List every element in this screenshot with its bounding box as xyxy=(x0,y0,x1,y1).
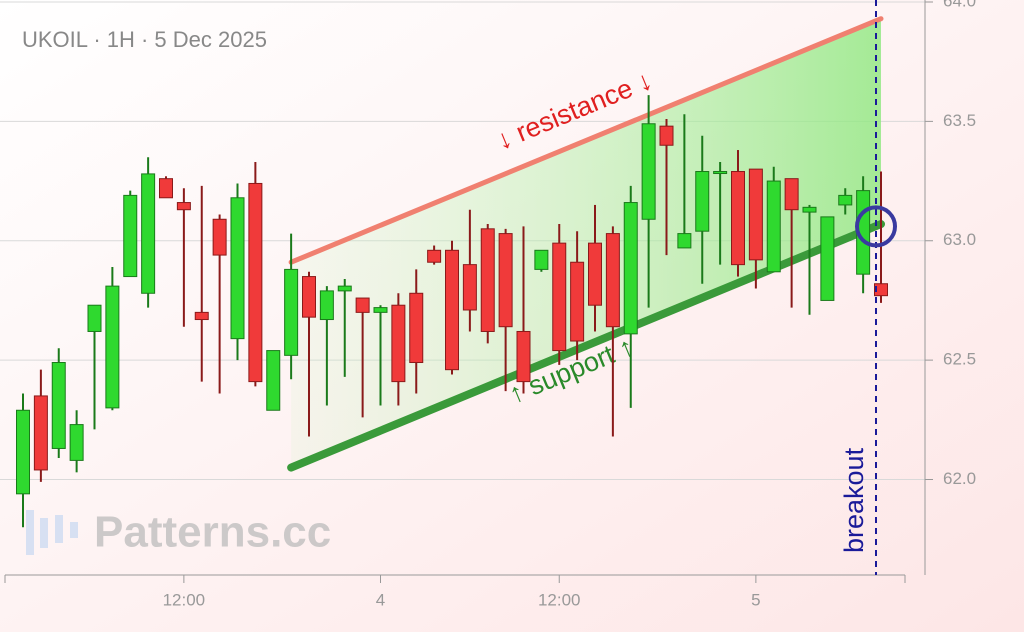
candle-body xyxy=(784,178,799,211)
candle-body xyxy=(445,249,459,371)
candle-body xyxy=(355,297,370,313)
breakout-label: breakout xyxy=(839,447,869,553)
y-tick-label: 63.5 xyxy=(943,111,976,130)
candle-body xyxy=(391,304,406,383)
candle-body xyxy=(33,395,48,471)
candle-body xyxy=(284,268,299,356)
candle-body xyxy=(677,233,692,249)
candle-body xyxy=(462,264,477,311)
candle-body xyxy=(534,249,549,270)
candle-body xyxy=(838,194,853,206)
candle-body xyxy=(516,330,531,383)
candle-body xyxy=(141,173,156,294)
candle-body xyxy=(802,206,817,213)
candle-body xyxy=(337,285,352,292)
candle-body xyxy=(748,168,763,261)
candle-body xyxy=(695,171,710,232)
candle-body xyxy=(87,304,102,332)
candle-body xyxy=(105,285,120,409)
candle-body xyxy=(659,125,674,146)
x-tick-label: 4 xyxy=(376,590,385,609)
breakout-circle xyxy=(855,205,897,248)
candle-body xyxy=(230,197,245,340)
candle-body xyxy=(123,194,138,278)
candle-body xyxy=(820,216,835,301)
y-tick-label: 63.0 xyxy=(943,230,976,249)
candle-body xyxy=(552,242,567,352)
candle-body xyxy=(605,233,620,328)
candle-body xyxy=(302,276,316,318)
resistance-line xyxy=(288,16,884,265)
watermark: Patterns.cc xyxy=(94,508,331,557)
candle-body xyxy=(874,283,888,297)
candle-body xyxy=(713,171,728,175)
candle-body xyxy=(641,123,656,220)
x-tick-label: 12:00 xyxy=(163,590,206,609)
candle-body xyxy=(266,350,281,411)
chart-title: UKOIL · 1H · 5 Dec 2025 xyxy=(22,27,267,52)
x-tick-label: 12:00 xyxy=(538,590,581,609)
candle-body xyxy=(480,228,495,332)
candle-body xyxy=(159,178,173,199)
channel-fill xyxy=(291,18,881,468)
candle-body xyxy=(248,182,263,383)
x-tick-label: 5 xyxy=(751,590,760,609)
candle-body xyxy=(69,424,84,461)
candle-body xyxy=(409,292,424,364)
candle-body xyxy=(194,311,209,321)
candle-body xyxy=(731,171,745,266)
candle-body xyxy=(319,290,334,321)
candle-body xyxy=(623,202,638,335)
y-tick-label: 62.5 xyxy=(943,350,976,369)
watermark-icon xyxy=(26,510,78,555)
y-tick-label: 64.0 xyxy=(943,0,976,10)
candle-body xyxy=(373,307,388,313)
candle-body xyxy=(498,233,513,328)
candle-body xyxy=(212,218,227,256)
candle-body xyxy=(51,362,66,449)
candle-body xyxy=(16,409,30,495)
support-line xyxy=(287,220,885,472)
y-tick-label: 62.0 xyxy=(943,469,976,488)
candle-body xyxy=(588,242,602,306)
candle-body xyxy=(570,261,585,342)
candle-body xyxy=(176,202,191,211)
candle-body xyxy=(766,180,781,273)
candle-body xyxy=(427,249,442,263)
